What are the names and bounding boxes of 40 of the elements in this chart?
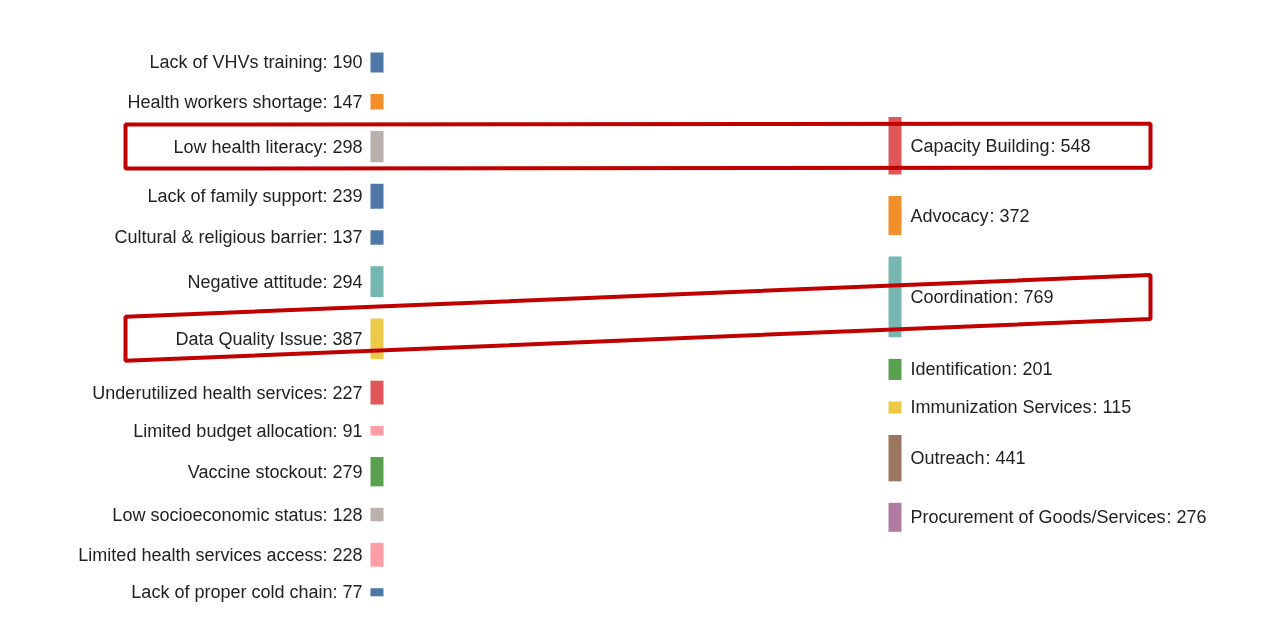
category-label: Limited budget allocation — [133, 420, 333, 441]
category-label: Identification — [910, 359, 1012, 380]
data-label: : 769 — [1013, 286, 1054, 307]
data-label: : 115 — [1092, 397, 1132, 418]
data-label: : 441 — [985, 448, 1026, 469]
data-label: : 137 — [322, 227, 363, 248]
category-label: Lack of proper cold chain — [131, 582, 333, 603]
category-label: Health workers shortage — [127, 91, 323, 112]
data-label: : 227 — [322, 382, 363, 403]
category-label: Low health literacy — [173, 136, 323, 157]
data-label: : 276 — [1166, 507, 1207, 528]
data-label: : 298 — [322, 136, 363, 157]
data-label: : 128 — [322, 504, 363, 525]
data-label: : 77 — [332, 582, 363, 603]
data-label: : 201 — [1012, 359, 1053, 380]
data-label: : 294 — [322, 271, 363, 292]
category-label: Procurement of Goods/Services — [910, 507, 1166, 528]
category-label: Capacity Building — [910, 135, 1050, 156]
data-label: : 190 — [322, 52, 363, 73]
category-label: Data Quality Issue — [175, 328, 323, 349]
category-label: Coordination — [910, 286, 1013, 307]
category-label: Limited health services access — [78, 544, 323, 565]
category-label: Outreach — [910, 448, 985, 469]
data-label: : 279 — [322, 461, 363, 482]
category-label: Lack of VHVs training — [149, 52, 323, 73]
category-label: Advocacy — [910, 205, 989, 226]
data-label: : 228 — [322, 544, 363, 565]
category-label: Immunization Services — [910, 397, 1092, 418]
data-label: : 387 — [322, 328, 363, 349]
category-label: Cultural & religious barrier — [114, 227, 323, 248]
category-label: Lack of family support — [147, 186, 323, 207]
category-label: Vaccine stockout — [187, 461, 323, 482]
data-label: : 147 — [322, 91, 363, 112]
data-label: : 239 — [322, 186, 363, 207]
data-label: : 372 — [989, 205, 1030, 226]
category-label: Low socioeconomic status — [112, 504, 323, 525]
data-label: : 91 — [332, 420, 363, 441]
data-label: : 548 — [1050, 135, 1091, 156]
category-label: Underutilized health services — [92, 382, 323, 403]
category-label: Negative attitude — [187, 271, 323, 292]
